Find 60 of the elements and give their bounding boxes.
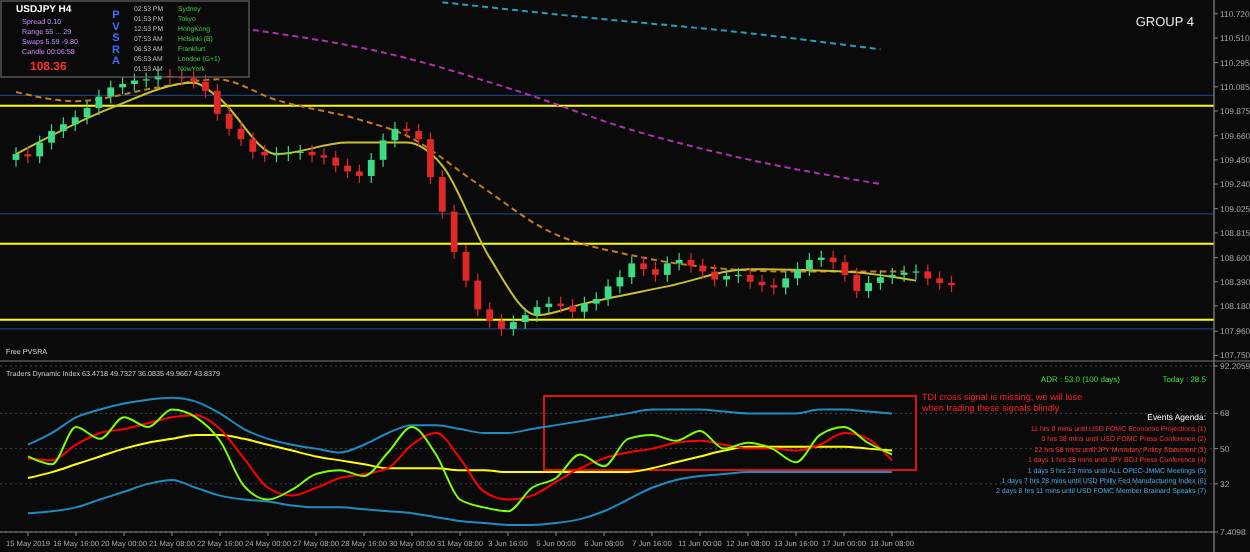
candlestick [865, 275, 872, 299]
candlestick [640, 255, 647, 277]
line-series [15, 81, 917, 317]
candlestick [356, 163, 363, 184]
candlestick [581, 296, 588, 320]
candlestick [805, 252, 813, 277]
candlestick [841, 254, 849, 283]
candlestick [912, 263, 920, 281]
candlestick [95, 89, 103, 116]
line-series [27, 433, 893, 479]
line-series [27, 414, 893, 501]
candlestick [877, 269, 884, 291]
candlestick [438, 169, 446, 220]
candlestick [521, 307, 529, 330]
candlestick [367, 152, 375, 184]
line-series [15, 78, 906, 273]
candlestick [225, 106, 233, 137]
candlestick [711, 263, 719, 287]
candlestick [652, 261, 659, 283]
candlestick [782, 270, 790, 296]
candlestick [924, 263, 932, 286]
candlestick [628, 255, 636, 285]
candlestick [604, 278, 612, 307]
candlestick [474, 273, 482, 317]
candlestick [663, 255, 671, 283]
candlestick [699, 258, 707, 279]
candlestick [687, 252, 695, 274]
candlestick [213, 83, 221, 122]
line-series [27, 471, 893, 526]
candlestick [202, 74, 209, 99]
candlestick [498, 313, 505, 337]
candlestick [415, 123, 423, 147]
candlestick [509, 314, 517, 337]
line-series [251, 28, 882, 186]
candlestick [486, 301, 494, 329]
candlestick [853, 267, 861, 299]
candlestick [936, 270, 944, 291]
candlestick [332, 150, 340, 174]
candlestick [545, 296, 553, 315]
candlestick [107, 79, 115, 105]
line-series [27, 408, 893, 513]
candlestick [320, 147, 328, 166]
candlestick [450, 204, 458, 260]
candlestick [794, 261, 801, 286]
candlestick [427, 131, 434, 185]
candlestick [71, 109, 79, 132]
candlestick [12, 146, 20, 168]
candlestick [770, 277, 778, 296]
candlestick [746, 267, 754, 290]
candlestick [59, 116, 67, 139]
candlestick [344, 158, 351, 179]
line-series [27, 396, 893, 454]
candlestick [592, 291, 600, 312]
candlestick [569, 298, 576, 320]
candlestick [48, 123, 55, 151]
line-series [441, 1, 882, 51]
candlestick [249, 131, 257, 160]
candlestick [379, 132, 387, 168]
candlestick [675, 252, 683, 271]
candlestick [36, 135, 44, 164]
